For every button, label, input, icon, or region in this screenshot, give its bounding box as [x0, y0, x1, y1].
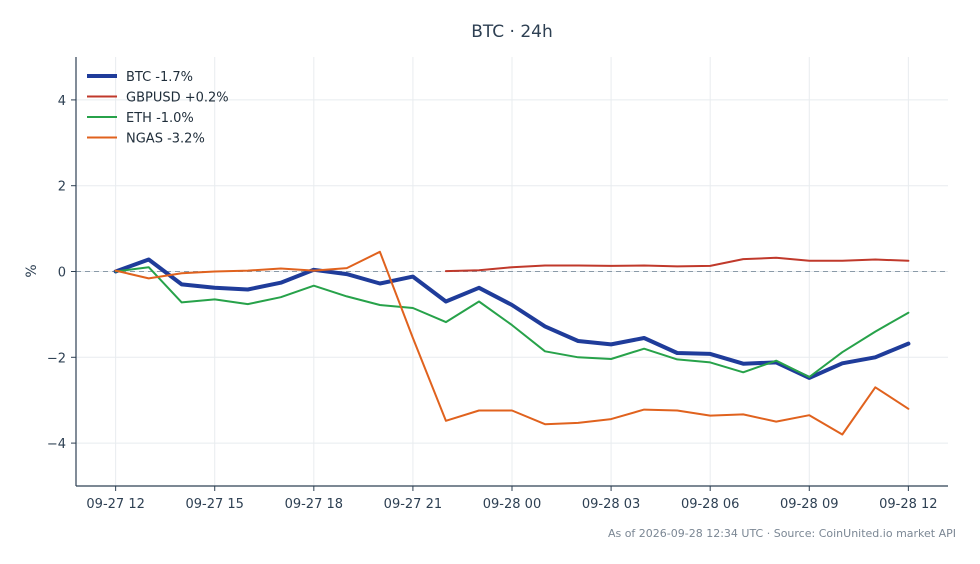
- y-tick-label: 2: [58, 180, 66, 195]
- y-tick-label: −4: [47, 437, 66, 452]
- ticks: 09-27 12 09-27 15 09-27 18 09-27 21 09-28 00…: [47, 94, 938, 512]
- x-tick-label: 09-28 09: [780, 497, 838, 512]
- x-tick-label: 09-28 06: [681, 497, 739, 512]
- x-tick-label: 09-27 18: [285, 497, 343, 512]
- legend-label: NGAS -3.2%: [126, 132, 205, 147]
- x-tick-label: 09-28 00: [483, 497, 541, 512]
- x-tick-label: 09-27 21: [384, 497, 442, 512]
- footer-source-note: As of 2026-09-28 12:34 UTC · Source: Coi…: [608, 527, 956, 540]
- x-tick-label: 09-28 12: [879, 497, 937, 512]
- legend: BTC -1.7% GBPUSD +0.2% ETH -1.0% NGAS -3.2%: [87, 70, 229, 147]
- series-line-ngas: [114, 250, 910, 436]
- x-tick-label: 09-27 12: [86, 497, 144, 512]
- series-line-btc: [113, 257, 911, 380]
- x-tick-label: 09-28 03: [582, 497, 640, 512]
- x-tick-label: 09-27 15: [186, 497, 244, 512]
- series-line-eth: [114, 266, 910, 378]
- series-layer: [113, 250, 911, 436]
- y-tick-label: 4: [58, 94, 66, 109]
- y-tick-label: −2: [47, 351, 66, 366]
- chart-title: BTC · 24h: [471, 22, 553, 42]
- legend-label: ETH -1.0%: [126, 111, 194, 126]
- y-tick-label: 0: [58, 266, 66, 281]
- series-line-gbpusd: [444, 256, 910, 273]
- legend-label: GBPUSD +0.2%: [126, 91, 229, 106]
- y-axis-label: %: [24, 264, 40, 277]
- legend-label: BTC -1.7%: [126, 70, 193, 85]
